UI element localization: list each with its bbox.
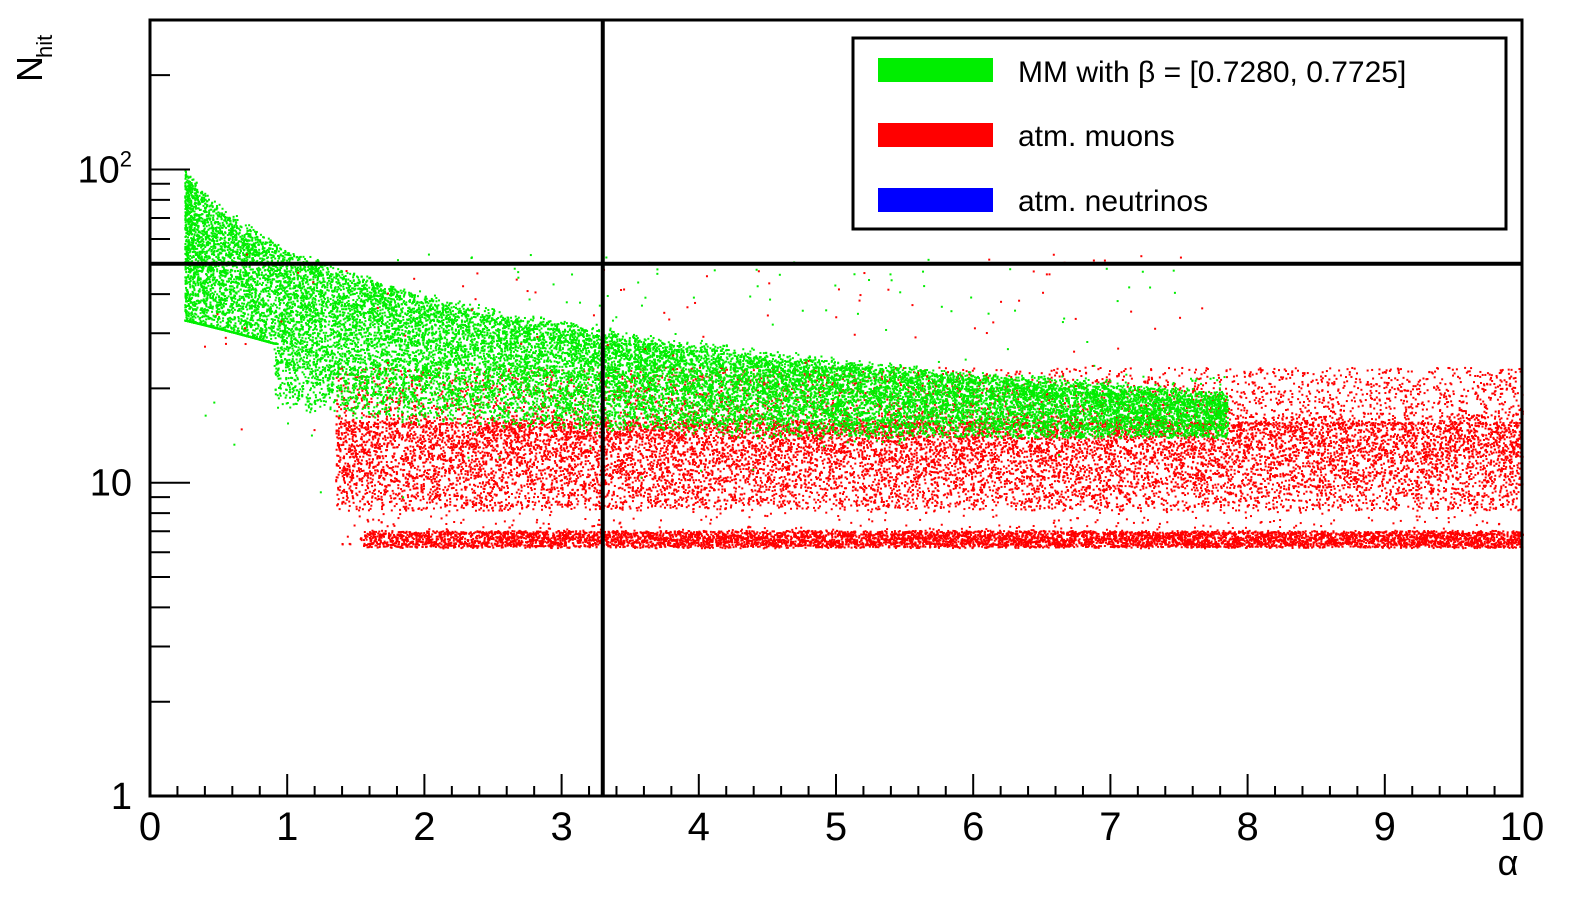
- atm-muon-point: [367, 536, 369, 538]
- atm-muon-point: [1030, 543, 1032, 545]
- atm-muon-point: [375, 531, 377, 533]
- atm-muon-point: [1402, 535, 1404, 537]
- atm-muon-point: [1252, 546, 1254, 548]
- atm-muon-point: [378, 531, 380, 533]
- atm-muon-point: [1104, 545, 1106, 547]
- atm-muon-point: [1252, 532, 1254, 534]
- atm-muon-point: [491, 545, 493, 547]
- atm-muon-point: [1257, 532, 1259, 534]
- atm-muon-point: [851, 547, 853, 549]
- scatter-chart: 0 1 2 3 4 5 6 7 8 9 10 110102 MM with β = [0.7280,…: [0, 0, 1584, 910]
- atm-muon-point: [1223, 546, 1225, 548]
- atm-muon-point: [1444, 539, 1446, 541]
- atm-muon-point: [877, 536, 879, 538]
- atm-muon-point: [1452, 546, 1454, 548]
- atm-muon-point: [928, 541, 930, 543]
- atm-muon-point: [760, 542, 762, 544]
- atm-muon-point: [529, 546, 531, 548]
- atm-muon-point: [703, 542, 705, 544]
- atm-muon-point: [894, 530, 896, 532]
- atm-muon-point: [481, 547, 483, 549]
- atm-muon-point: [401, 531, 403, 533]
- atm-muon-point: [1365, 542, 1367, 544]
- atm-muon-point: [1440, 535, 1442, 537]
- atm-muon-point: [1394, 537, 1396, 539]
- atm-muon-point: [1159, 532, 1161, 534]
- atm-muon-point: [1331, 546, 1333, 548]
- atm-muon-point: [991, 539, 993, 541]
- atm-muon-point: [848, 546, 850, 548]
- atm-muon-point: [1454, 531, 1456, 533]
